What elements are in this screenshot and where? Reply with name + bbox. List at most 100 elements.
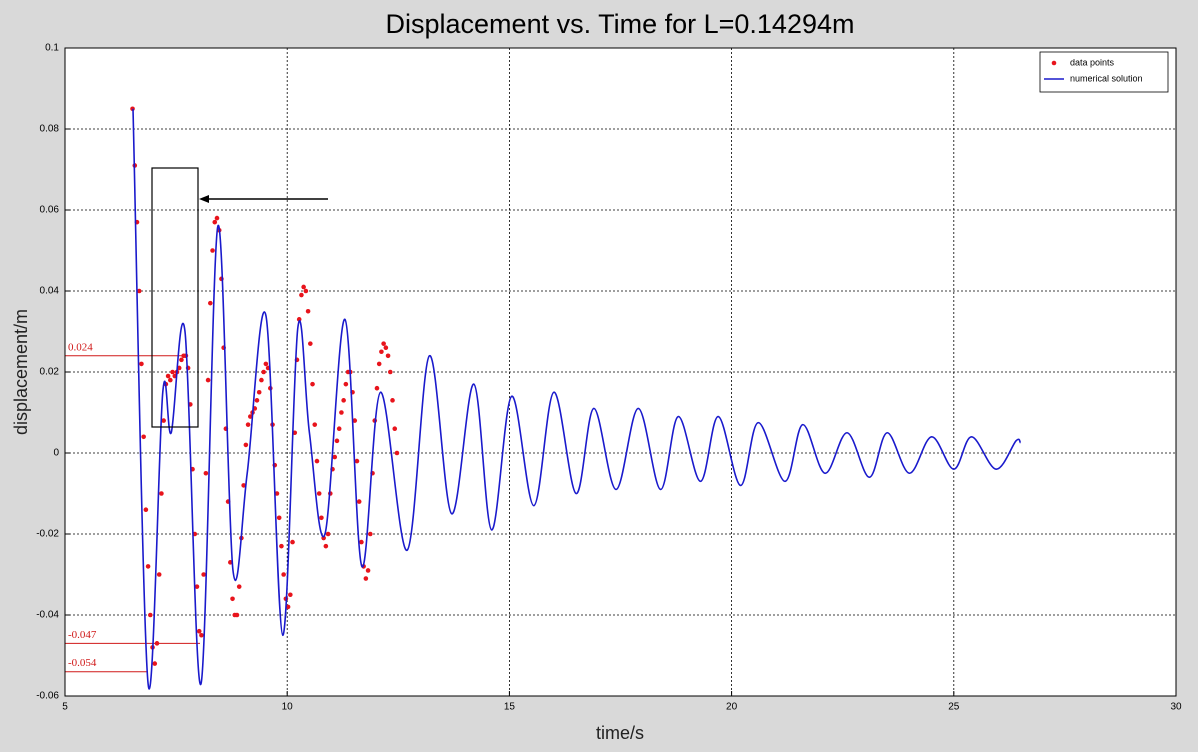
data-point	[214, 215, 220, 221]
data-point	[230, 596, 235, 602]
line-series	[132, 108, 1022, 690]
data-point	[388, 369, 393, 375]
data-point	[248, 414, 253, 419]
data-point	[290, 539, 295, 545]
data-point	[323, 543, 329, 549]
data-point	[390, 398, 395, 403]
data-point	[170, 369, 175, 375]
data-point	[285, 604, 291, 610]
data-point	[392, 426, 398, 432]
y-tick-label: 0.08	[40, 124, 60, 135]
data-point	[256, 389, 262, 395]
data-point	[301, 284, 306, 290]
data-point	[208, 300, 213, 306]
data-point	[205, 377, 211, 383]
y-tick-label: 0.1	[45, 43, 59, 54]
data-point	[179, 357, 184, 363]
data-point	[356, 499, 362, 504]
data-point	[136, 288, 142, 294]
data-point	[325, 531, 331, 537]
data-point	[303, 288, 309, 294]
legend-marker	[1051, 60, 1057, 66]
x-tick-label: 5	[62, 702, 68, 713]
data-point	[159, 491, 164, 496]
annotation-label: 0.024	[68, 341, 93, 353]
y-axis-label: displacement/m	[11, 309, 31, 435]
data-point	[263, 361, 269, 367]
data-point	[243, 442, 249, 448]
marks: 0.024 -0.047 -0.054	[65, 106, 1022, 690]
data-point	[354, 458, 360, 464]
data-point	[154, 641, 160, 646]
data-point	[341, 398, 346, 403]
data-point	[305, 308, 311, 314]
data-point	[245, 422, 251, 427]
data-point	[314, 458, 320, 464]
data-point	[310, 381, 315, 387]
data-point	[261, 369, 266, 375]
data-point	[145, 564, 151, 569]
y-tick-label: 0.06	[40, 205, 60, 216]
annotation-label: -0.047	[68, 629, 97, 641]
data-point	[234, 612, 240, 618]
data-point	[143, 507, 149, 512]
data-point	[312, 422, 318, 427]
x-tick-label: 30	[1170, 702, 1182, 713]
data-point	[365, 568, 371, 573]
legend-label: numerical solution	[1070, 73, 1143, 83]
data-point	[281, 572, 286, 577]
data-point	[241, 483, 246, 488]
data-point	[148, 612, 153, 618]
data-point	[316, 491, 322, 496]
y-tick-label: 0.04	[40, 286, 60, 297]
chart-title: Displacement vs. Time for L=0.14294m	[386, 9, 855, 39]
data-point	[383, 345, 389, 351]
data-point	[212, 219, 218, 225]
data-point	[194, 584, 200, 589]
data-point	[203, 470, 209, 476]
annotation-label: -0.054	[68, 657, 97, 669]
y-tick-label: 0.02	[40, 367, 60, 378]
y-tick-label: -0.02	[36, 529, 59, 540]
data-point	[152, 661, 158, 666]
data-point	[210, 248, 215, 253]
x-tick-label: 20	[726, 702, 738, 713]
x-tick-label: 10	[282, 702, 294, 713]
data-point	[168, 377, 173, 383]
data-point	[385, 353, 391, 359]
y-tick-label: -0.06	[36, 691, 59, 702]
data-point	[165, 373, 171, 379]
data-point	[288, 592, 293, 598]
x-tick-label: 25	[948, 702, 960, 713]
x-axis-label: time/s	[596, 723, 644, 743]
data-point	[141, 434, 146, 440]
data-point	[332, 454, 338, 460]
data-point	[376, 361, 382, 367]
data-point	[139, 361, 144, 367]
data-point	[394, 450, 400, 456]
data-point	[352, 418, 358, 423]
data-point	[254, 398, 260, 403]
data-point	[201, 572, 206, 577]
data-point	[259, 377, 264, 383]
arrow-head	[199, 195, 209, 203]
data-point	[319, 515, 324, 521]
data-point	[359, 539, 364, 545]
data-point	[156, 572, 162, 577]
x-tick-label: 15	[504, 702, 516, 713]
data-point	[363, 576, 369, 581]
data-point	[276, 515, 282, 521]
legend-label: data points	[1070, 57, 1115, 67]
data-point	[274, 491, 280, 496]
data-point	[161, 418, 166, 423]
y-tick-label: -0.04	[36, 610, 59, 621]
y-tick-label: 0	[53, 448, 59, 459]
legend-box	[1039, 51, 1169, 93]
legend: data points numerical solution	[1039, 51, 1169, 93]
data-point	[279, 543, 284, 549]
data-point	[334, 438, 340, 444]
data-point	[379, 349, 384, 355]
data-point	[336, 426, 342, 432]
data-point	[339, 410, 344, 415]
